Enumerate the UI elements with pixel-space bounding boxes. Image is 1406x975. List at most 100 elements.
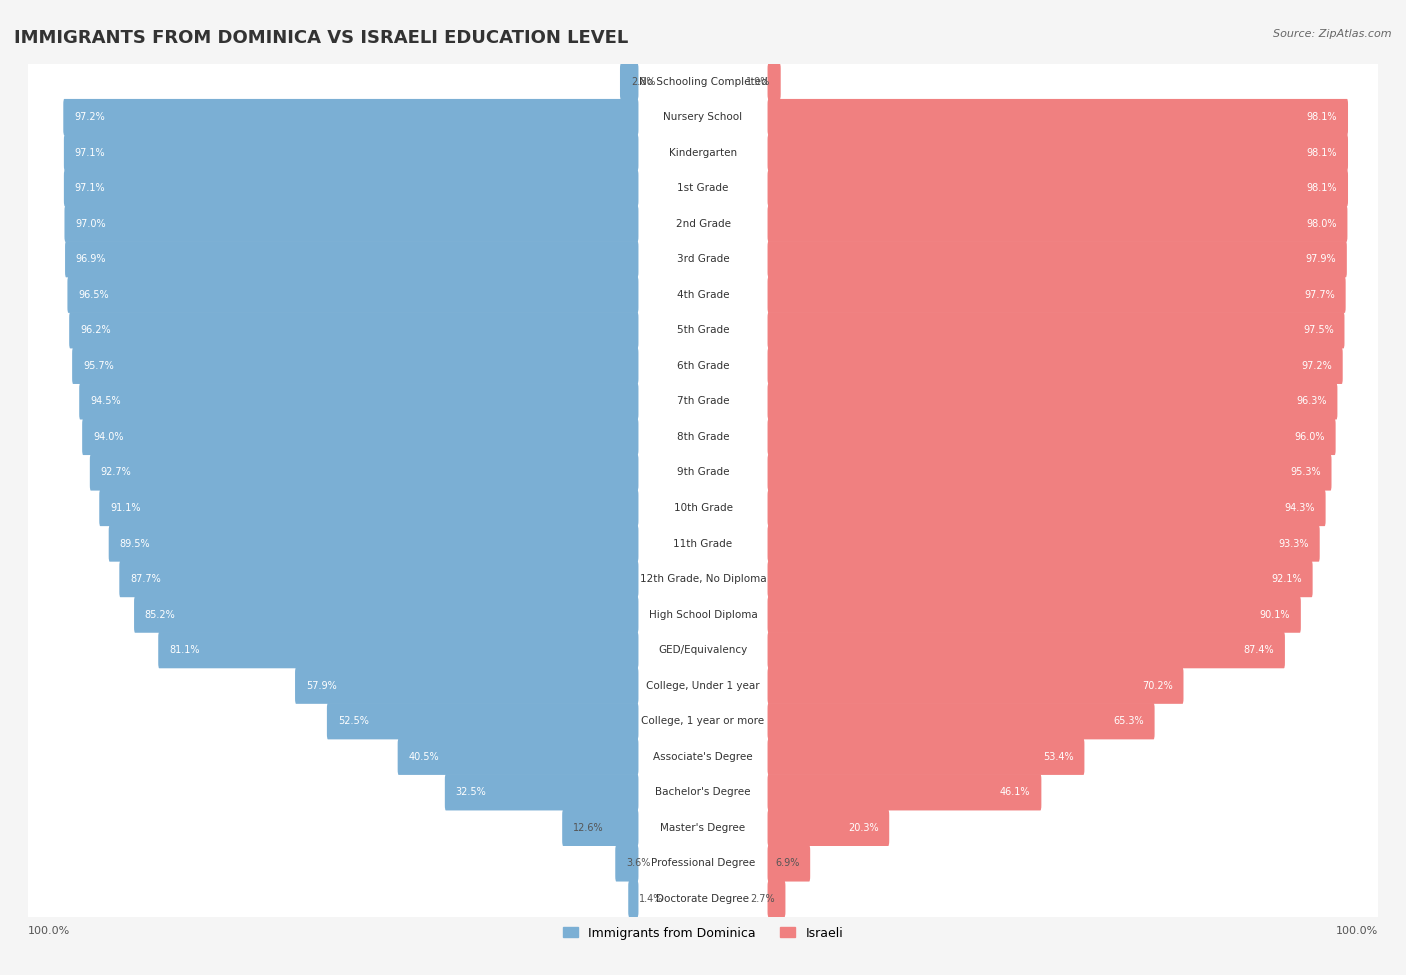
- Text: 6.9%: 6.9%: [775, 858, 800, 869]
- Text: 98.1%: 98.1%: [1306, 112, 1337, 122]
- Text: College, 1 year or more: College, 1 year or more: [641, 717, 765, 726]
- Text: 2.7%: 2.7%: [749, 894, 775, 904]
- Text: 97.7%: 97.7%: [1305, 290, 1334, 299]
- FancyBboxPatch shape: [768, 419, 1336, 455]
- Text: 11th Grade: 11th Grade: [673, 538, 733, 549]
- Text: 94.5%: 94.5%: [90, 397, 121, 407]
- Text: 96.9%: 96.9%: [76, 254, 107, 264]
- FancyBboxPatch shape: [159, 632, 638, 668]
- Text: 5th Grade: 5th Grade: [676, 326, 730, 335]
- Text: 97.2%: 97.2%: [1301, 361, 1331, 370]
- FancyBboxPatch shape: [620, 63, 638, 99]
- FancyBboxPatch shape: [28, 667, 1378, 704]
- Text: 98.0%: 98.0%: [1306, 218, 1337, 229]
- FancyBboxPatch shape: [28, 526, 1378, 562]
- Text: 95.7%: 95.7%: [83, 361, 114, 370]
- Text: Professional Degree: Professional Degree: [651, 858, 755, 869]
- FancyBboxPatch shape: [28, 738, 1378, 775]
- Text: 32.5%: 32.5%: [456, 788, 486, 798]
- FancyBboxPatch shape: [67, 277, 638, 313]
- Text: 85.2%: 85.2%: [145, 609, 176, 620]
- Text: 81.1%: 81.1%: [169, 645, 200, 655]
- Text: Bachelor's Degree: Bachelor's Degree: [655, 788, 751, 798]
- Text: 90.1%: 90.1%: [1260, 609, 1291, 620]
- Text: 3rd Grade: 3rd Grade: [676, 254, 730, 264]
- Text: GED/Equivalency: GED/Equivalency: [658, 645, 748, 655]
- FancyBboxPatch shape: [768, 98, 1348, 136]
- FancyBboxPatch shape: [28, 632, 1378, 669]
- Text: 97.0%: 97.0%: [76, 218, 105, 229]
- FancyBboxPatch shape: [90, 454, 638, 490]
- FancyBboxPatch shape: [768, 561, 1313, 598]
- FancyBboxPatch shape: [768, 383, 1337, 419]
- FancyBboxPatch shape: [28, 205, 1378, 242]
- Text: 70.2%: 70.2%: [1142, 681, 1173, 690]
- Text: 3.6%: 3.6%: [626, 858, 651, 869]
- Text: 2.8%: 2.8%: [631, 76, 655, 87]
- FancyBboxPatch shape: [768, 880, 786, 917]
- Text: 100.0%: 100.0%: [1336, 925, 1378, 936]
- FancyBboxPatch shape: [398, 739, 638, 775]
- FancyBboxPatch shape: [295, 668, 638, 704]
- Text: 91.1%: 91.1%: [110, 503, 141, 513]
- Text: 4th Grade: 4th Grade: [676, 290, 730, 299]
- Text: No Schooling Completed: No Schooling Completed: [638, 76, 768, 87]
- FancyBboxPatch shape: [28, 561, 1378, 598]
- Text: 96.0%: 96.0%: [1295, 432, 1324, 442]
- FancyBboxPatch shape: [28, 596, 1378, 633]
- Text: 1.9%: 1.9%: [745, 76, 770, 87]
- Text: 53.4%: 53.4%: [1043, 752, 1074, 761]
- FancyBboxPatch shape: [28, 880, 1378, 917]
- Text: 9th Grade: 9th Grade: [676, 467, 730, 478]
- Text: 96.5%: 96.5%: [79, 290, 108, 299]
- FancyBboxPatch shape: [768, 810, 889, 846]
- FancyBboxPatch shape: [326, 703, 638, 739]
- Text: Associate's Degree: Associate's Degree: [654, 752, 752, 761]
- Text: Kindergarten: Kindergarten: [669, 147, 737, 158]
- Text: College, Under 1 year: College, Under 1 year: [647, 681, 759, 690]
- Text: 2nd Grade: 2nd Grade: [675, 218, 731, 229]
- FancyBboxPatch shape: [768, 241, 1347, 277]
- Text: 57.9%: 57.9%: [307, 681, 336, 690]
- Text: 93.3%: 93.3%: [1278, 538, 1309, 549]
- FancyBboxPatch shape: [768, 135, 1348, 171]
- FancyBboxPatch shape: [120, 561, 638, 598]
- FancyBboxPatch shape: [28, 774, 1378, 811]
- Text: 96.3%: 96.3%: [1296, 397, 1327, 407]
- FancyBboxPatch shape: [100, 489, 638, 526]
- Text: Source: ZipAtlas.com: Source: ZipAtlas.com: [1274, 29, 1392, 39]
- FancyBboxPatch shape: [444, 774, 638, 810]
- Text: 1st Grade: 1st Grade: [678, 183, 728, 193]
- FancyBboxPatch shape: [28, 809, 1378, 846]
- FancyBboxPatch shape: [768, 454, 1331, 490]
- FancyBboxPatch shape: [768, 739, 1084, 775]
- Text: 12.6%: 12.6%: [574, 823, 603, 833]
- Text: 97.1%: 97.1%: [75, 183, 105, 193]
- FancyBboxPatch shape: [28, 703, 1378, 740]
- Text: 95.3%: 95.3%: [1291, 467, 1320, 478]
- FancyBboxPatch shape: [768, 774, 1042, 810]
- FancyBboxPatch shape: [28, 489, 1378, 526]
- FancyBboxPatch shape: [28, 845, 1378, 882]
- FancyBboxPatch shape: [768, 348, 1343, 384]
- FancyBboxPatch shape: [79, 383, 638, 419]
- Text: 92.7%: 92.7%: [101, 467, 131, 478]
- Text: 98.1%: 98.1%: [1306, 183, 1337, 193]
- FancyBboxPatch shape: [108, 526, 638, 562]
- Legend: Immigrants from Dominica, Israeli: Immigrants from Dominica, Israeli: [558, 921, 848, 945]
- FancyBboxPatch shape: [28, 418, 1378, 455]
- FancyBboxPatch shape: [768, 206, 1347, 242]
- Text: Doctorate Degree: Doctorate Degree: [657, 894, 749, 904]
- Text: 97.5%: 97.5%: [1303, 326, 1334, 335]
- Text: Master's Degree: Master's Degree: [661, 823, 745, 833]
- FancyBboxPatch shape: [628, 880, 638, 917]
- Text: 7th Grade: 7th Grade: [676, 397, 730, 407]
- FancyBboxPatch shape: [28, 98, 1378, 136]
- Text: 87.7%: 87.7%: [131, 574, 160, 584]
- Text: 92.1%: 92.1%: [1271, 574, 1302, 584]
- Text: 10th Grade: 10th Grade: [673, 503, 733, 513]
- FancyBboxPatch shape: [768, 277, 1346, 313]
- FancyBboxPatch shape: [69, 312, 638, 348]
- FancyBboxPatch shape: [768, 668, 1184, 704]
- FancyBboxPatch shape: [768, 845, 810, 881]
